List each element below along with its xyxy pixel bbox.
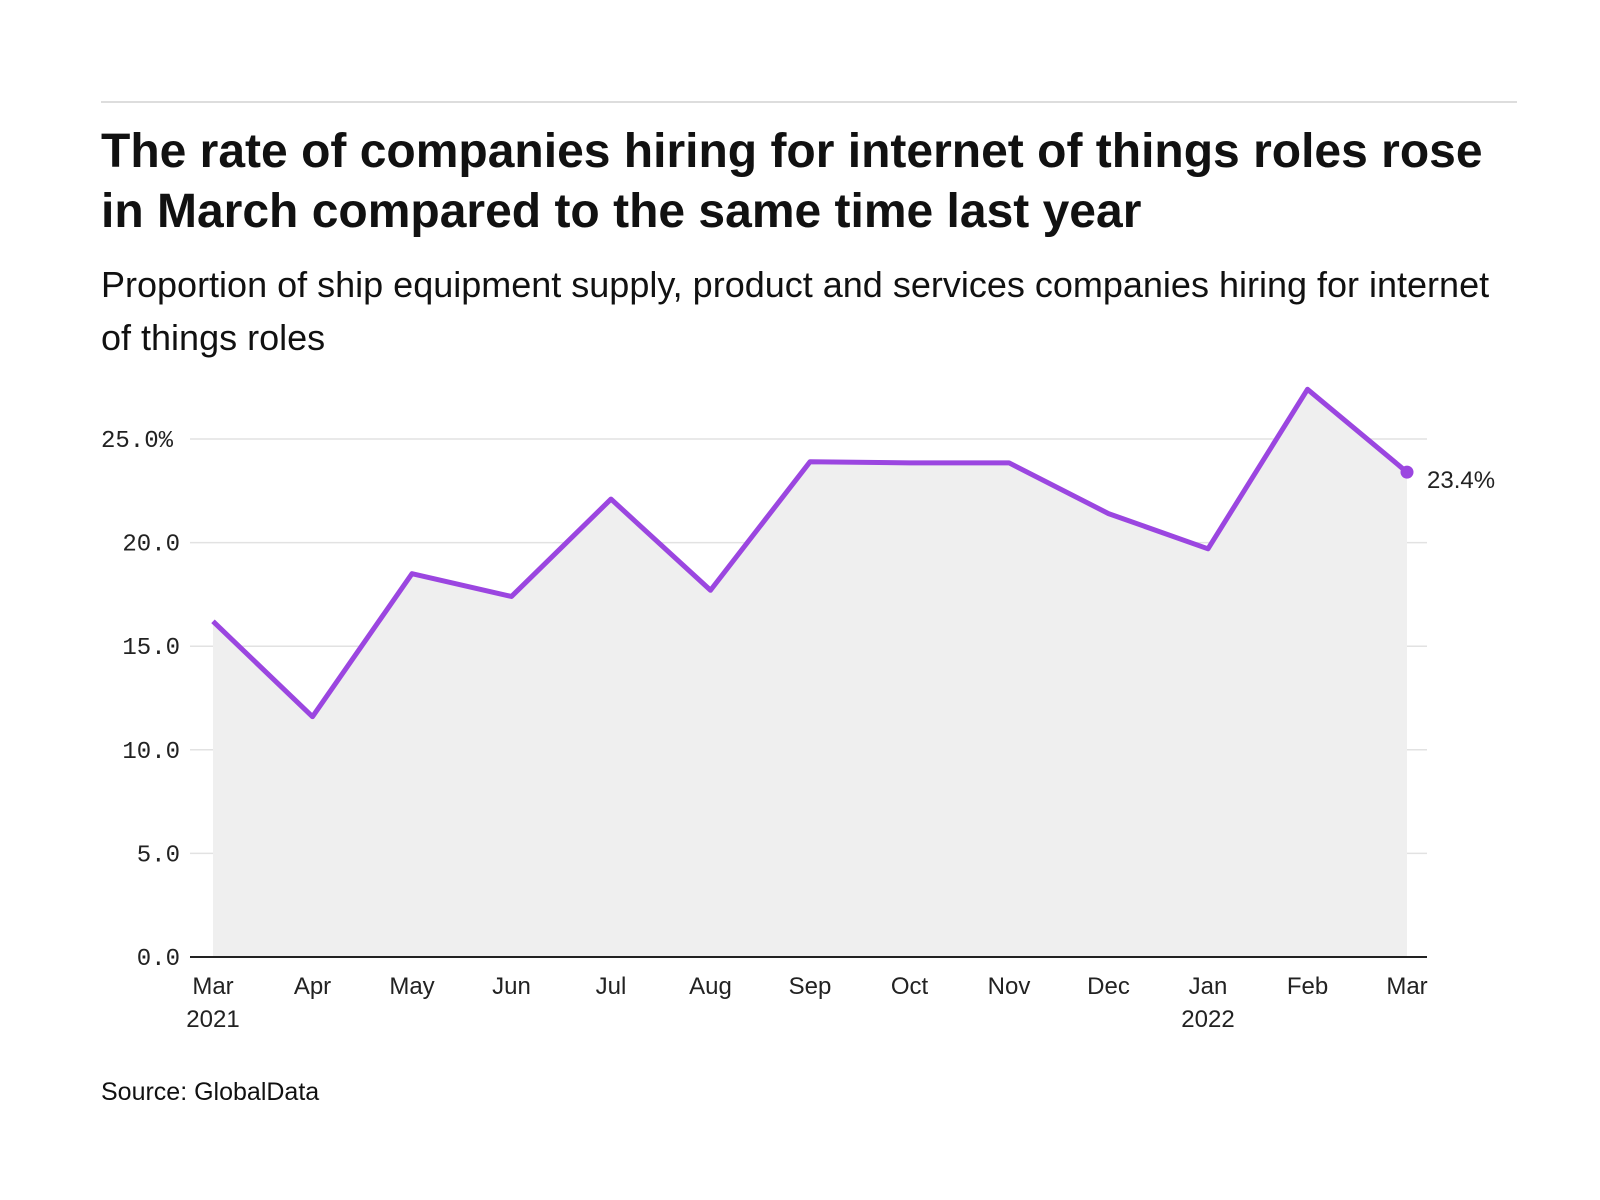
area-fill [213, 389, 1407, 958]
x-tick-label: Mar [1386, 973, 1427, 1000]
y-tick-label: 0.0 [137, 946, 180, 973]
y-tick-label: 25.0% [101, 428, 174, 455]
x-tick-label: May [389, 973, 434, 1000]
series-line [211, 386, 1409, 720]
chart-title: The rate of companies hiring for interne… [101, 125, 1483, 238]
chart-subtitle: Proportion of ship equipment supply, pro… [101, 264, 1490, 358]
y-tick-label: 20.0 [122, 532, 180, 559]
source-note: Source: GlobalData [101, 1078, 320, 1106]
x-tick-label: Feb [1287, 973, 1328, 1000]
data-point [1400, 465, 1414, 479]
x-tick-label: Sep [789, 973, 832, 1000]
x-tick-label: Apr [294, 973, 331, 1000]
x-tick-label: Nov [988, 973, 1031, 1000]
y-tick-label: 5.0 [137, 842, 180, 869]
end-value-label: 23.4% [1427, 467, 1495, 494]
x-tick-label: Jan [1189, 973, 1228, 1000]
y-tick-label: 10.0 [122, 739, 180, 766]
y-tick-label: 15.0 [122, 635, 180, 662]
x-tick-label: Mar [192, 973, 233, 1000]
x-tick-label: Oct [891, 973, 929, 1000]
top-divider [101, 101, 1517, 103]
x-tick-year-label: 2022 [1181, 1006, 1234, 1033]
x-tick-label: Dec [1087, 973, 1130, 1000]
x-tick-year-label: 2021 [186, 1006, 239, 1033]
x-tick-label: Jul [596, 973, 627, 1000]
x-tick-label: Jun [492, 973, 531, 1000]
x-tick-label: Aug [689, 973, 732, 1000]
